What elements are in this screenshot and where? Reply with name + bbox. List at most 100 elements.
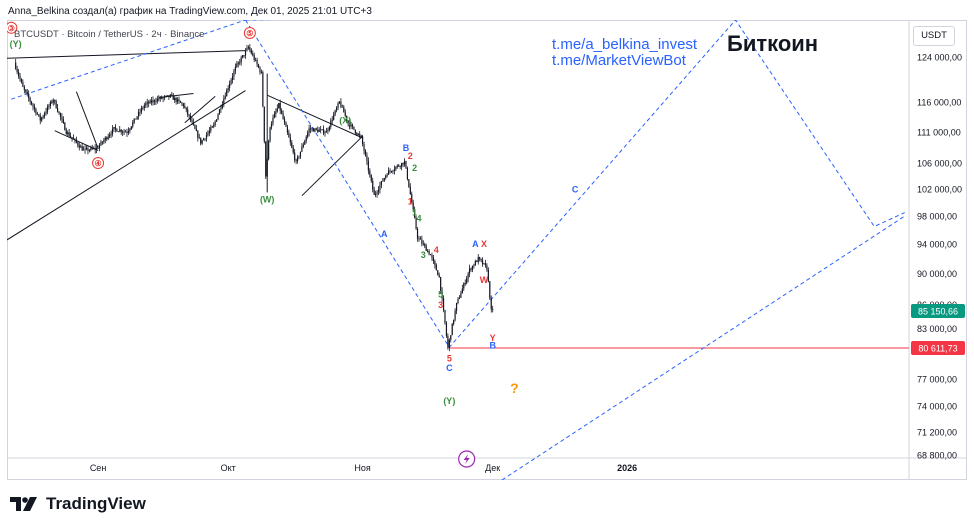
candle-body xyxy=(307,132,309,137)
candle-body xyxy=(265,141,267,177)
candle-body xyxy=(424,244,426,246)
candle-body xyxy=(350,124,352,127)
candle-body xyxy=(435,264,437,271)
candle-body xyxy=(340,101,342,107)
candle-body xyxy=(61,116,63,120)
wave-label: ④ xyxy=(94,159,101,168)
wave-label: (Y) xyxy=(443,396,455,406)
candle-body xyxy=(451,323,453,336)
candle-body xyxy=(341,106,343,108)
wave-label: 5 xyxy=(438,290,443,300)
candle-body xyxy=(210,127,212,131)
candle-body xyxy=(249,47,251,51)
candle-body xyxy=(163,96,166,98)
candle-body xyxy=(168,95,170,98)
candle-body xyxy=(35,108,37,114)
candle-body xyxy=(468,268,471,274)
candle-body xyxy=(171,94,173,96)
candle-body xyxy=(156,98,158,102)
y-tick-label: 102 000,00 xyxy=(917,185,962,195)
candle-body xyxy=(94,148,96,150)
candle-body xyxy=(97,148,99,149)
candle-body xyxy=(136,116,138,120)
x-tick-label: 2026 xyxy=(617,463,637,473)
candle-body xyxy=(429,254,432,256)
y-tick-label: 106 000,00 xyxy=(917,159,962,169)
currency-selector[interactable]: USDT xyxy=(913,26,955,46)
candle-body xyxy=(402,162,404,165)
candle-body xyxy=(64,122,66,131)
candle-body xyxy=(380,181,382,186)
candle-body xyxy=(376,192,378,194)
candle-body xyxy=(106,137,108,139)
candle-body xyxy=(353,126,355,130)
candle-body xyxy=(207,133,209,136)
telegram-link-2: t.me/MarketViewBot xyxy=(552,52,686,69)
candle-body xyxy=(242,55,244,58)
candle-body xyxy=(101,141,104,143)
symbol-title[interactable]: BTCUSDT · Bitcoin / TetherUS · 2ч · Bina… xyxy=(14,29,205,40)
candle-body xyxy=(19,75,21,80)
candle-body xyxy=(489,281,491,299)
candle-body xyxy=(114,127,117,129)
candle-body xyxy=(162,97,164,99)
trendline xyxy=(301,135,363,197)
candlestick-chart[interactable]: 124 000,00 116 000,00 111 000,00 106 000,00… xyxy=(7,20,967,480)
candle-body xyxy=(422,243,424,245)
candle-body xyxy=(294,152,296,160)
candle-body xyxy=(401,162,403,167)
trendline xyxy=(7,90,246,241)
candle-body xyxy=(223,98,225,105)
candles-group xyxy=(15,44,494,352)
candle-body xyxy=(197,131,199,138)
candle-body xyxy=(227,88,229,91)
candle-body xyxy=(107,136,109,139)
candle-body xyxy=(226,90,228,97)
candle-body xyxy=(440,277,442,291)
wave-label: 3 xyxy=(438,300,443,310)
candle-body xyxy=(432,257,435,261)
candle-body xyxy=(123,131,125,133)
candle-body xyxy=(143,105,145,108)
candle-body xyxy=(140,108,143,112)
candle-body xyxy=(253,55,255,60)
candle-body xyxy=(26,91,28,94)
candle-body xyxy=(139,111,141,113)
tradingview-logo[interactable]: TradingView xyxy=(10,494,146,514)
candle-body xyxy=(25,89,27,92)
candle-body xyxy=(29,97,31,102)
candle-body xyxy=(338,101,341,104)
candle-body xyxy=(174,97,176,100)
candle-body xyxy=(165,95,167,97)
candle-body xyxy=(405,161,407,168)
candle-body xyxy=(331,119,333,121)
candle-body xyxy=(220,108,222,110)
candle-body xyxy=(20,79,23,83)
author-header: Anna_Belkina создал(а) график на Trading… xyxy=(8,6,372,17)
candle-body xyxy=(201,140,203,144)
candle-body xyxy=(103,140,105,143)
candle-body xyxy=(74,139,76,140)
candle-body xyxy=(318,130,320,132)
candle-body xyxy=(146,102,148,104)
candle-body xyxy=(460,293,462,298)
candle-body xyxy=(266,159,268,177)
candle-body xyxy=(348,123,351,127)
candle-body xyxy=(276,108,278,112)
candle-body xyxy=(246,48,248,51)
candle-body xyxy=(202,138,205,141)
candle-body xyxy=(445,323,448,336)
wave-label: 1 xyxy=(412,207,417,217)
candle-body xyxy=(113,127,115,129)
candle-body xyxy=(231,76,234,80)
chart-area[interactable]: 124 000,00 116 000,00 111 000,00 106 000,00… xyxy=(7,20,967,480)
candle-body xyxy=(373,189,375,195)
wave-label: Y xyxy=(490,333,496,343)
candle-body xyxy=(221,104,223,109)
wave-label: 1 xyxy=(408,197,413,207)
candle-body xyxy=(315,128,317,130)
wave-label: 2 xyxy=(408,151,413,161)
candle-body xyxy=(23,86,25,90)
candle-body xyxy=(419,238,422,240)
candle-body xyxy=(369,170,371,176)
